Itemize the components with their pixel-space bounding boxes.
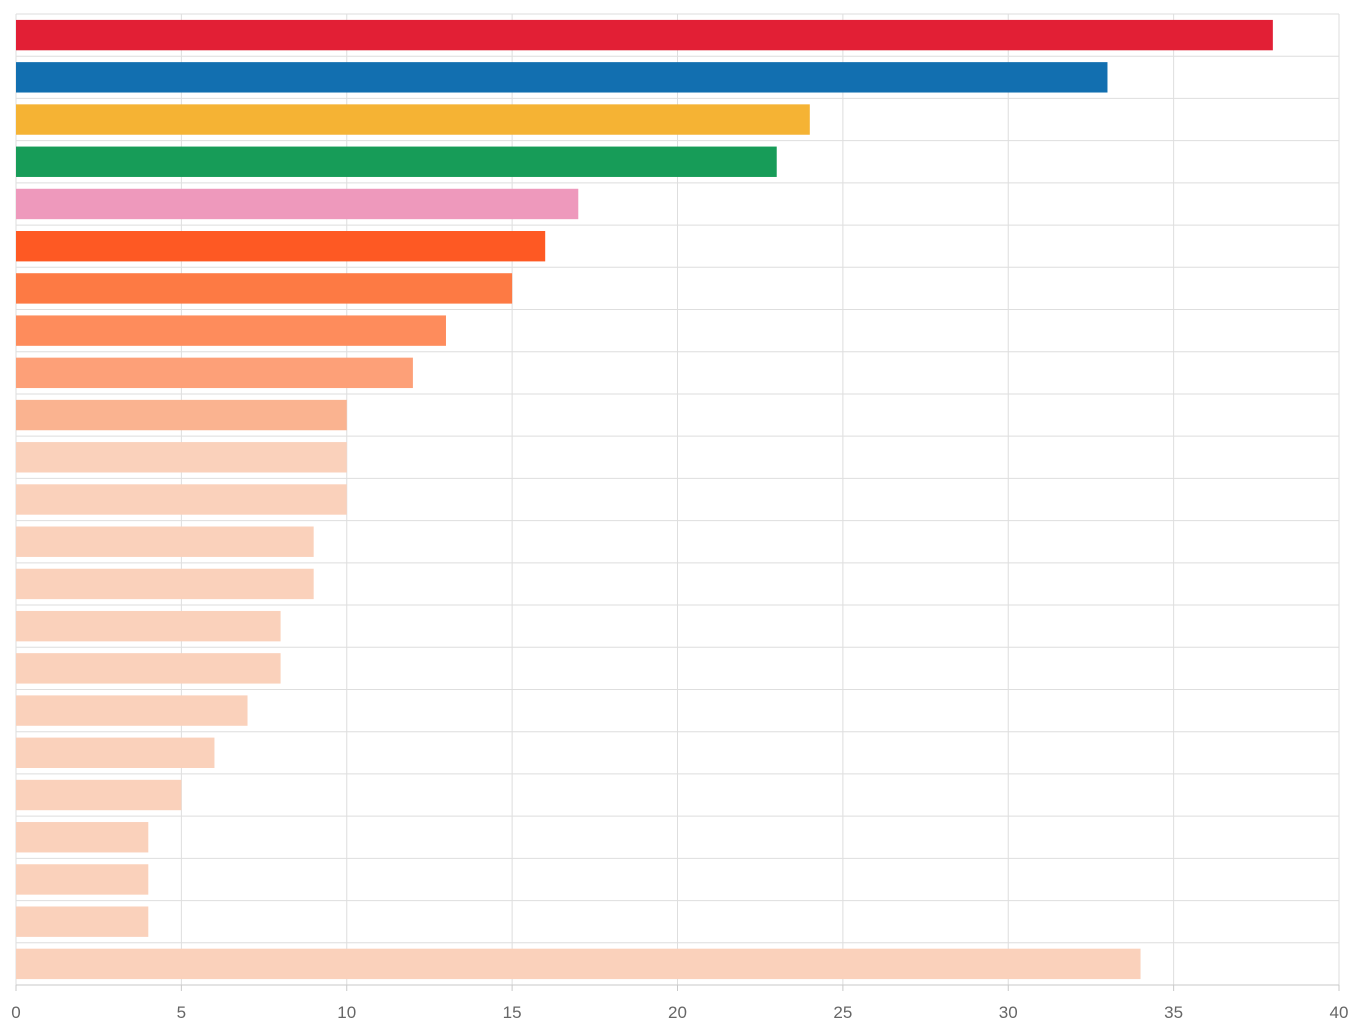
bar[interactable]: [16, 62, 1108, 93]
bar[interactable]: [16, 948, 1141, 980]
x-tick-label: 15: [503, 1003, 522, 1022]
bar[interactable]: [16, 568, 314, 600]
bar[interactable]: [16, 526, 314, 557]
bar[interactable]: [16, 695, 248, 726]
x-tick-label: 40: [1330, 1003, 1349, 1022]
bar[interactable]: [16, 779, 182, 811]
bar[interactable]: [16, 864, 149, 895]
bar[interactable]: [16, 906, 149, 937]
bar[interactable]: [16, 399, 347, 431]
x-tick-label: 5: [177, 1003, 186, 1022]
x-tick-label: 35: [1164, 1003, 1183, 1022]
bar[interactable]: [16, 737, 215, 769]
bar[interactable]: [16, 19, 1273, 51]
bar[interactable]: [16, 315, 446, 346]
x-tick-label: 30: [999, 1003, 1018, 1022]
bar[interactable]: [16, 442, 347, 473]
bar[interactable]: [16, 188, 579, 220]
bar[interactable]: [16, 273, 513, 304]
bar[interactable]: [16, 104, 810, 135]
bar[interactable]: [16, 822, 149, 853]
x-tick-label: 20: [668, 1003, 687, 1022]
bar[interactable]: [16, 357, 413, 389]
bar[interactable]: [16, 653, 281, 684]
x-tick-label: 25: [833, 1003, 852, 1022]
bars: [16, 19, 1273, 980]
bar[interactable]: [16, 484, 347, 515]
x-tick-label: 10: [337, 1003, 356, 1022]
x-tick-label: 0: [11, 1003, 20, 1022]
x-axis: 0 5 10 15 20 25 30 35 40: [11, 984, 1349, 1022]
bar[interactable]: [16, 230, 546, 262]
bar[interactable]: [16, 610, 281, 642]
bar[interactable]: [16, 146, 777, 177]
